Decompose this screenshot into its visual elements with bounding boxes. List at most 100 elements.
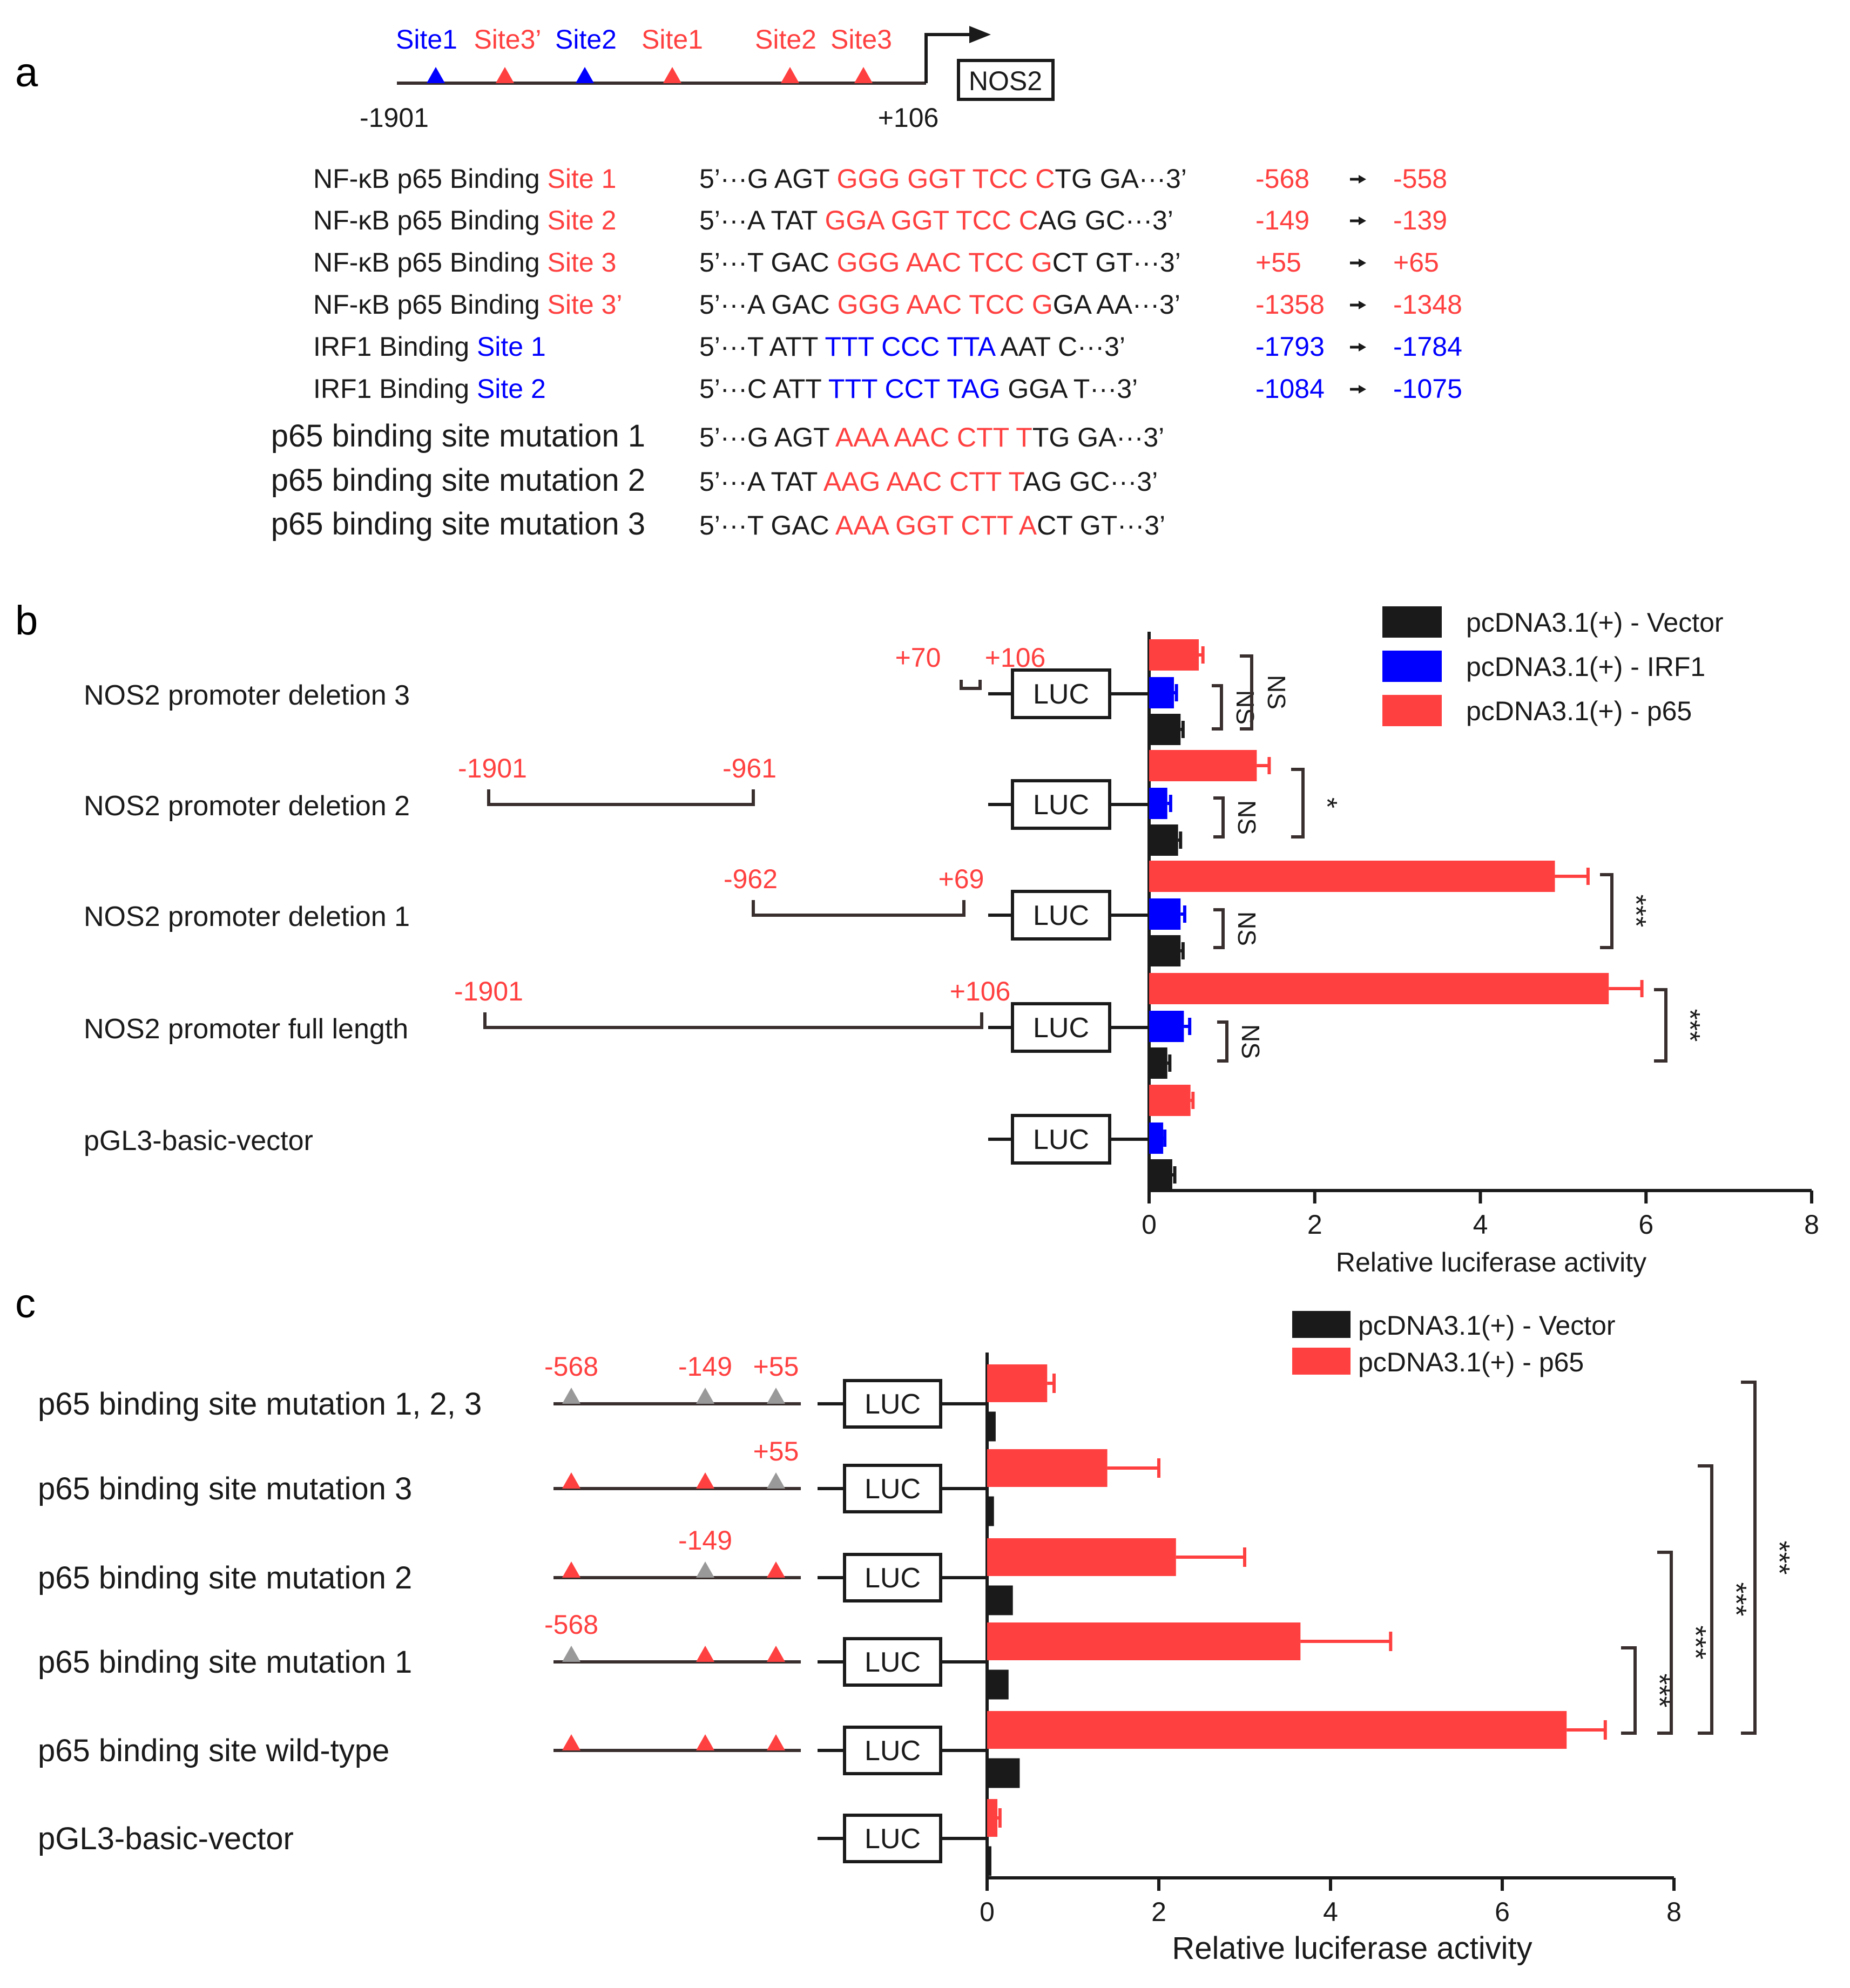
x-tick-label: 2 (1151, 1897, 1166, 1927)
significance-bracket (1213, 908, 1225, 949)
panel-b-constructs: NOS2 promoter deletion 3 LUC +70 +106 NOS2 p… (84, 643, 1149, 1165)
nos2-gene-label: NOS2 (969, 66, 1042, 96)
bar-vector (987, 1585, 1013, 1615)
bar-p65 (987, 1449, 1108, 1487)
legend-label: pcDNA3.1(+) - Vector (1466, 607, 1724, 638)
mutated-site-icon (562, 1646, 580, 1662)
luc-label: LUC (1033, 1012, 1089, 1044)
sequence-flank: 5’···A GAC (699, 289, 838, 320)
bar-p65 (987, 1538, 1176, 1576)
segment-start-label: -962 (724, 864, 778, 894)
position-from: -149 (1255, 205, 1309, 235)
position-arrow-head-icon (1359, 343, 1366, 351)
luc-label: LUC (1033, 900, 1089, 931)
binding-site-factor: IRF1 Binding (313, 374, 477, 404)
mutated-site-position: -149 (678, 1525, 732, 1556)
bar-p65 (987, 1711, 1567, 1749)
panel-a-label: a (15, 50, 38, 96)
wild-type-site-icon (562, 1561, 580, 1578)
bar-vector (987, 1846, 991, 1876)
binding-site-number: Site 3’ (548, 289, 623, 320)
promoter-site-labels: Site1 Site3’ Site2 Site1 Site2 Site3 (396, 24, 892, 55)
significance-bracket (1741, 1381, 1757, 1735)
wild-type-site-icon (696, 1734, 714, 1750)
binding-site-sequence: 5’···T GAC GGG AAC TCC GCT GT···3’ (699, 247, 1181, 278)
luc-box (843, 1637, 942, 1687)
bar-vector (1149, 1047, 1167, 1079)
significance-label: *** (1720, 1582, 1752, 1616)
significance-label: NS (1233, 800, 1261, 835)
promoter-start-label: -1901 (360, 103, 429, 133)
luc-box (843, 1379, 942, 1429)
significance-bracket (1657, 1551, 1673, 1735)
binding-site-factor: NF-κB p65 Binding (313, 289, 548, 320)
binding-site-table: NF-κB p65 Binding Site 1 5’···G AGT GGG G… (313, 164, 1462, 404)
construct-label: pGL3-basic-vector (84, 1125, 313, 1157)
segment-start-label: +70 (895, 643, 941, 673)
bar-vector (1149, 824, 1178, 856)
significance-bracket (1213, 796, 1225, 839)
position-to: -1784 (1393, 332, 1462, 362)
position-from: -568 (1255, 164, 1309, 194)
site-marker-icon (854, 67, 873, 83)
x-tick-label: 0 (980, 1897, 995, 1927)
legend-swatch (1382, 606, 1442, 638)
construct-label: p65 binding site mutation 2 (38, 1560, 412, 1595)
legend-swatch (1382, 651, 1442, 682)
construct-label: p65 binding site mutation 1, 2, 3 (38, 1387, 482, 1422)
position-arrow-head-icon (1359, 175, 1366, 184)
binding-site-sequence: 5’···A TAT GGA GGT TCC CAG GC···3’ (699, 205, 1173, 235)
wild-type-site-icon (767, 1561, 785, 1578)
panel-c-label: c (15, 1281, 36, 1327)
significance-label: * (1311, 797, 1342, 808)
bar-irf1 (1149, 677, 1174, 708)
significance-label: *** (1674, 1009, 1705, 1042)
significance-bracket (1600, 873, 1613, 949)
wild-type-site-icon (562, 1734, 580, 1750)
significance-bracket (1621, 1646, 1637, 1735)
luc-box (1011, 890, 1111, 941)
legend-swatch (1292, 1311, 1351, 1338)
sequence-core: GGG GGT TCC C (837, 164, 1055, 194)
sequence-flank: GGA T···3’ (1000, 374, 1138, 404)
panel-c-legend: pcDNA3.1(+) - Vector pcDNA3.1(+) - p65 (1292, 1310, 1616, 1377)
sequence-flank: CT GT···3’ (1037, 510, 1165, 540)
mutated-site-position: +55 (753, 1436, 799, 1466)
bar-vector (987, 1496, 994, 1526)
position-arrow-head-icon (1359, 385, 1366, 394)
panel-b: b NOS2 promoter deletion 3 LUC+70 +106NOS2… (15, 598, 1819, 1277)
bar-vector (987, 1411, 996, 1442)
sequence-flank: 5’···T ATT (699, 332, 825, 362)
binding-site-name: NF-κB p65 Binding Site 3’ (313, 289, 623, 320)
x-tick-label: 4 (1323, 1897, 1338, 1927)
legend-label: pcDNA3.1(+) - Vector (1358, 1310, 1616, 1341)
construct-segment (487, 789, 755, 806)
sequence-flank: AG GC···3’ (1038, 205, 1173, 235)
position-to: -1348 (1393, 289, 1462, 320)
luc-box (1011, 1002, 1111, 1053)
luc-label: LUC (865, 1647, 921, 1678)
construct-segment (752, 900, 965, 917)
site-marker-icon (496, 67, 514, 83)
mutation-sequence: 5’···A TAT AAG AAC CTT TAG GC···3’ (699, 466, 1158, 497)
panel-c: c p65 binding site mutation 1, 2, 3 LUC -5… (15, 1281, 1795, 1966)
binding-site-number: Site 2 (548, 205, 617, 235)
site-label: Site3’ (474, 24, 541, 55)
wild-type-site-icon (767, 1646, 785, 1662)
luc-label: LUC (865, 1389, 921, 1420)
legend-label: pcDNA3.1(+) - p65 (1358, 1347, 1584, 1377)
sequence-flank: 5’···C ATT (699, 374, 828, 404)
tss-arrow (924, 33, 972, 83)
sequence-flank: 5’···A TAT (699, 466, 823, 497)
mutated-site-position: +55 (753, 1351, 799, 1382)
bar-irf1 (1149, 898, 1181, 930)
binding-site-factor: NF-κB p65 Binding (313, 247, 548, 278)
luc-box (843, 1553, 942, 1602)
segment-start-label: -1901 (454, 976, 523, 1006)
site-label: Site3 (831, 24, 892, 55)
mutated-site-icon (696, 1388, 714, 1404)
luc-label: LUC (1033, 1124, 1089, 1155)
nos2-box (957, 59, 1055, 101)
